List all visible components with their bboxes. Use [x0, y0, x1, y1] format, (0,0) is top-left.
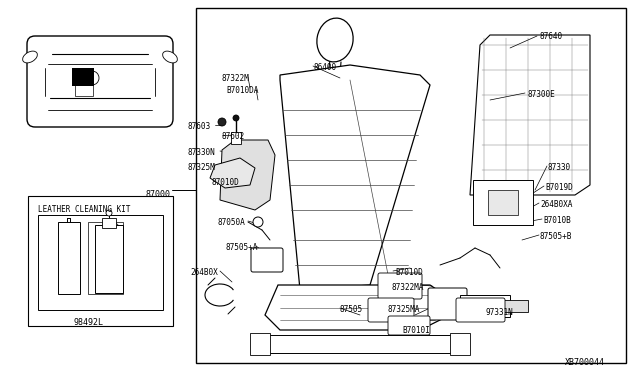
- Text: 87000: 87000: [145, 190, 170, 199]
- Polygon shape: [280, 65, 430, 290]
- Text: 87322MA: 87322MA: [392, 283, 424, 292]
- Polygon shape: [470, 35, 590, 195]
- FancyBboxPatch shape: [27, 36, 173, 127]
- Text: 98492L: 98492L: [73, 318, 103, 327]
- Text: 87505+B: 87505+B: [540, 232, 572, 241]
- Text: 87330: 87330: [548, 163, 571, 172]
- FancyBboxPatch shape: [378, 273, 422, 299]
- Bar: [490, 300, 528, 312]
- Text: 87505+A: 87505+A: [225, 243, 257, 252]
- FancyBboxPatch shape: [368, 298, 414, 322]
- Text: 97331N: 97331N: [485, 308, 513, 317]
- Text: 87300E: 87300E: [527, 90, 555, 99]
- Bar: [75, 84, 93, 96]
- Text: B7010DA: B7010DA: [226, 86, 259, 95]
- Circle shape: [233, 115, 239, 121]
- Text: B7010B: B7010B: [543, 216, 571, 225]
- Text: B7010D: B7010D: [395, 268, 423, 277]
- Ellipse shape: [317, 18, 353, 62]
- Bar: [58, 222, 80, 294]
- Text: 87640: 87640: [539, 32, 562, 41]
- Bar: [260, 335, 460, 353]
- Bar: [450, 333, 470, 355]
- Circle shape: [218, 118, 226, 126]
- Polygon shape: [220, 140, 275, 210]
- Bar: [38, 215, 163, 310]
- FancyBboxPatch shape: [388, 316, 430, 335]
- Ellipse shape: [163, 51, 177, 63]
- Bar: [460, 295, 510, 317]
- Text: 87322M: 87322M: [222, 74, 250, 83]
- Bar: [88, 222, 123, 294]
- Text: 87602: 87602: [222, 132, 245, 141]
- Text: 87325M: 87325M: [188, 163, 216, 172]
- Text: B7019D: B7019D: [545, 183, 573, 192]
- Bar: [488, 190, 518, 215]
- Bar: [72, 68, 94, 86]
- Text: XB700044: XB700044: [565, 358, 605, 367]
- Polygon shape: [265, 285, 460, 330]
- Polygon shape: [210, 158, 255, 188]
- Bar: [102, 218, 116, 228]
- Ellipse shape: [85, 71, 99, 85]
- Bar: [196, 8, 626, 363]
- Text: 87603: 87603: [188, 122, 211, 131]
- Bar: [473, 180, 533, 225]
- Text: 87010D: 87010D: [212, 178, 240, 187]
- Text: 87330N: 87330N: [188, 148, 216, 157]
- FancyBboxPatch shape: [251, 248, 283, 272]
- Bar: [95, 225, 123, 293]
- Text: 264B0X: 264B0X: [190, 268, 218, 277]
- Text: B7010I: B7010I: [402, 326, 429, 335]
- Circle shape: [106, 210, 112, 216]
- Text: LEATHER CLEANING KIT: LEATHER CLEANING KIT: [38, 205, 131, 214]
- Text: 264B0XA: 264B0XA: [540, 200, 572, 209]
- Text: 87325MA: 87325MA: [388, 305, 420, 314]
- Bar: [28, 196, 173, 326]
- FancyBboxPatch shape: [456, 298, 505, 322]
- Ellipse shape: [22, 51, 37, 63]
- FancyBboxPatch shape: [428, 288, 467, 320]
- Bar: [231, 132, 241, 144]
- Text: 87505: 87505: [340, 305, 363, 314]
- Circle shape: [253, 217, 263, 227]
- Text: 86400: 86400: [313, 63, 336, 72]
- Bar: [250, 333, 270, 355]
- Text: 87050A: 87050A: [218, 218, 246, 227]
